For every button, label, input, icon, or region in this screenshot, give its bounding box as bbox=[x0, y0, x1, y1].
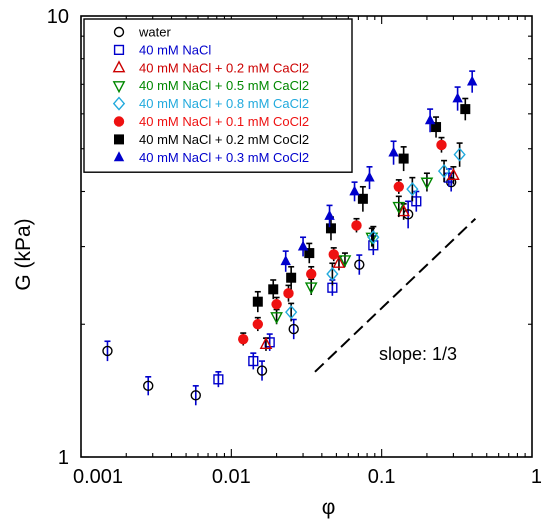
data-point bbox=[424, 114, 436, 125]
data-point bbox=[338, 255, 352, 268]
data-point bbox=[252, 296, 263, 307]
y-axis-title: G (kPa) bbox=[12, 218, 35, 290]
data-point bbox=[349, 185, 360, 196]
data-point bbox=[252, 319, 264, 330]
data-point bbox=[283, 288, 294, 299]
data-point bbox=[190, 390, 201, 401]
data-point bbox=[288, 323, 299, 335]
data-point bbox=[351, 220, 362, 231]
data-point bbox=[297, 240, 309, 251]
legend-label: 40 mM NaCl + 0.8 mM CaCl2 bbox=[139, 96, 309, 111]
x-tick-label: 1 bbox=[531, 466, 542, 488]
data-point bbox=[259, 336, 273, 350]
data-point bbox=[256, 365, 268, 376]
series-7 bbox=[252, 97, 471, 313]
legend-marker bbox=[113, 26, 125, 38]
data-point bbox=[437, 164, 451, 179]
legend-label: 40 mM NaCl + 0.2 mM CoCl2 bbox=[139, 132, 309, 147]
data-point bbox=[388, 146, 399, 157]
legend-entry: 40 mM NaCl + 0.8 mM CaCl2 bbox=[112, 96, 309, 111]
y-tick-label: 10 bbox=[47, 6, 69, 28]
data-point bbox=[332, 255, 346, 268]
data-point bbox=[325, 223, 336, 234]
data-point bbox=[447, 167, 460, 181]
x-axis-title: φ bbox=[322, 496, 336, 519]
data-point bbox=[271, 299, 282, 310]
data-point bbox=[285, 305, 298, 320]
data-point bbox=[280, 255, 291, 266]
x-tick-label: 0.01 bbox=[212, 466, 251, 488]
legend-marker bbox=[112, 81, 126, 94]
series-5 bbox=[285, 142, 466, 322]
data-point bbox=[324, 209, 335, 220]
plot-area bbox=[80, 15, 533, 458]
data-point bbox=[354, 259, 365, 270]
data-point bbox=[326, 266, 339, 282]
data-point bbox=[397, 204, 410, 217]
series-6 bbox=[238, 136, 447, 346]
data-point bbox=[248, 355, 259, 367]
slope-annotation: slope: 1/3 bbox=[379, 344, 457, 364]
data-point bbox=[398, 153, 409, 164]
data-point bbox=[306, 268, 317, 280]
legend-marker bbox=[113, 44, 125, 56]
data-point bbox=[304, 248, 315, 259]
data-point bbox=[268, 284, 279, 295]
legend-entry: water bbox=[113, 25, 171, 40]
data-point bbox=[460, 104, 471, 115]
legend-marker bbox=[112, 60, 126, 73]
data-point bbox=[102, 345, 113, 357]
legend-label: 40 mM NaCl + 0.1 mM CoCl2 bbox=[139, 114, 309, 129]
data-point bbox=[452, 92, 463, 103]
data-point bbox=[357, 193, 368, 204]
legend-marker bbox=[113, 116, 125, 127]
legend-entry: 40 mM NaCl + 0.1 mM CoCl2 bbox=[113, 114, 309, 129]
legend-marker bbox=[114, 134, 124, 145]
y-tick-label: 1 bbox=[58, 447, 69, 469]
data-point bbox=[393, 181, 404, 192]
series-8 bbox=[280, 70, 478, 272]
legend-label: 40 mM NaCl + 0.5 mM CaCl2 bbox=[139, 78, 309, 93]
legend-marker bbox=[112, 96, 126, 111]
legend-label: 40 mM NaCl bbox=[139, 42, 211, 57]
data-point bbox=[420, 177, 434, 190]
legend-entry: 40 mM NaCl + 0.3 mM CoCl2 bbox=[113, 150, 309, 165]
data-point bbox=[436, 139, 447, 151]
data-point bbox=[238, 333, 249, 345]
legend-label: 40 mM NaCl + 0.2 mM CaCl2 bbox=[139, 60, 309, 75]
data-point bbox=[466, 75, 478, 86]
data-point bbox=[453, 147, 466, 162]
legend-entry: 40 mM NaCl bbox=[113, 42, 211, 57]
legend-entry: 40 mM NaCl + 0.5 mM CaCl2 bbox=[112, 78, 309, 94]
data-point bbox=[143, 380, 154, 392]
data-point bbox=[286, 272, 297, 283]
data-point bbox=[392, 201, 406, 214]
data-point bbox=[213, 374, 224, 385]
legend bbox=[83, 18, 353, 173]
x-tick-label: 0.001 bbox=[73, 466, 123, 488]
data-point bbox=[270, 312, 283, 325]
data-point bbox=[431, 122, 442, 133]
legend-entry: 40 mM NaCl + 0.2 mM CaCl2 bbox=[112, 60, 309, 75]
legend-marker bbox=[113, 151, 125, 162]
legend-label: 40 mM NaCl + 0.3 mM CoCl2 bbox=[139, 150, 309, 165]
data-point bbox=[406, 182, 419, 197]
data-point bbox=[304, 282, 318, 295]
x-tick-label: 0.1 bbox=[368, 466, 396, 488]
data-point bbox=[328, 249, 339, 260]
slope-guide-line bbox=[314, 217, 477, 373]
legend-label: water bbox=[138, 25, 171, 40]
data-point bbox=[367, 230, 380, 245]
data-point bbox=[364, 171, 375, 182]
legend-entry: 40 mM NaCl + 0.2 mM CoCl2 bbox=[114, 132, 309, 147]
series-4 bbox=[270, 172, 434, 325]
